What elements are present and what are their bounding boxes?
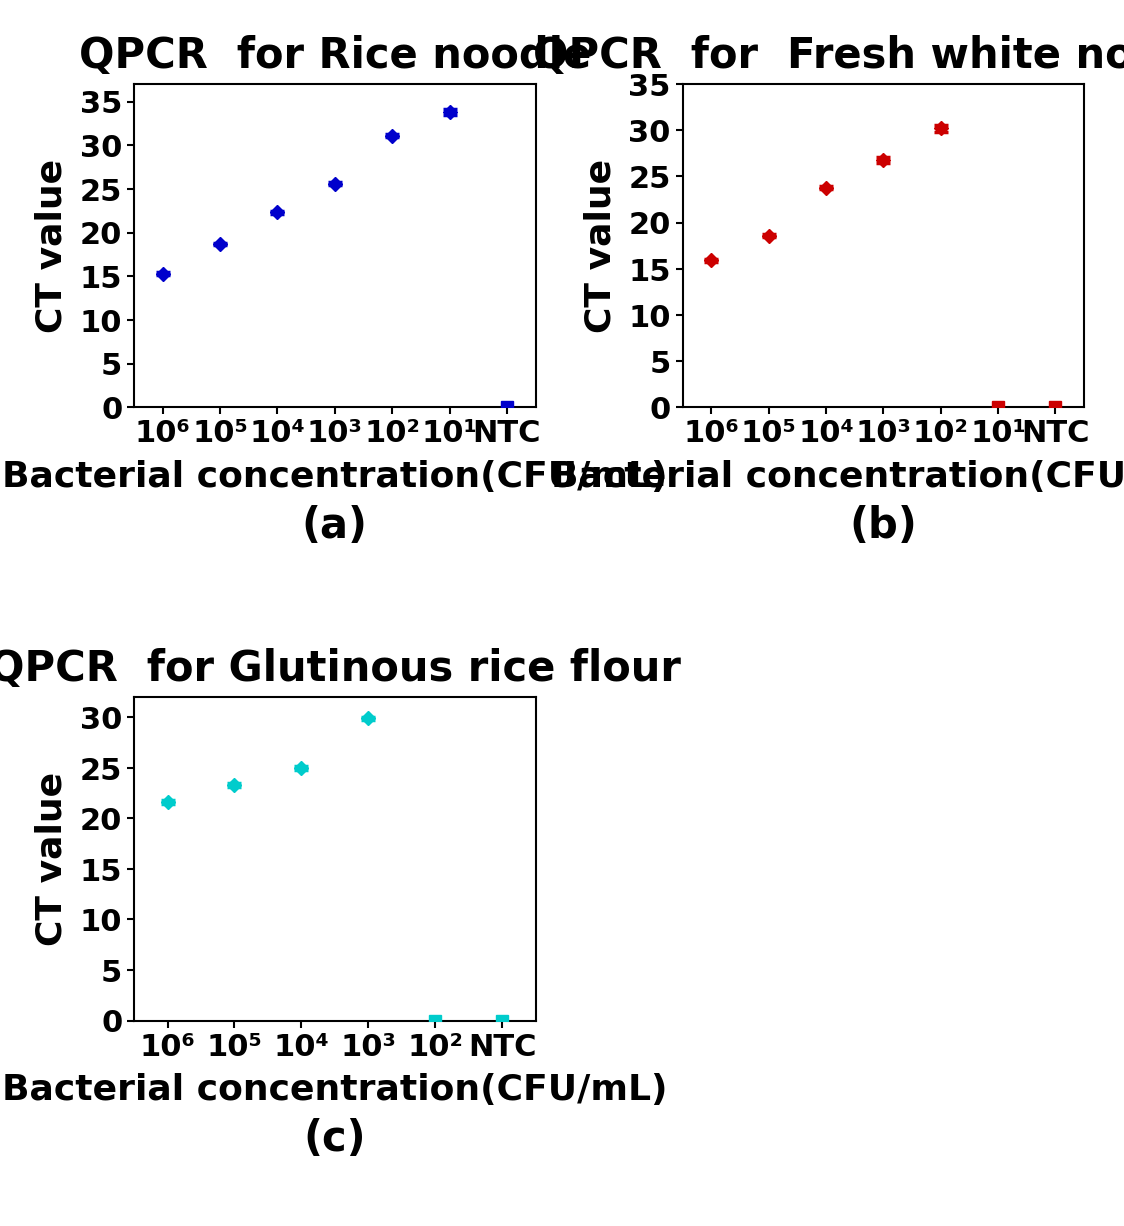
X-axis label: Bacterial concentration(CFU/mL): Bacterial concentration(CFU/mL) <box>2 1073 668 1106</box>
Y-axis label: CT value: CT value <box>35 772 69 946</box>
Title: QPCR  for Glutinous rice flour: QPCR for Glutinous rice flour <box>0 647 680 690</box>
X-axis label: Bacterial concentration(CFU/mL): Bacterial concentration(CFU/mL) <box>551 460 1124 493</box>
Y-axis label: CT value: CT value <box>583 159 617 333</box>
X-axis label: Bacterial concentration(CFU/mL): Bacterial concentration(CFU/mL) <box>2 460 668 493</box>
Text: (b): (b) <box>849 505 917 547</box>
Text: (a): (a) <box>301 505 368 547</box>
Text: (c): (c) <box>303 1118 366 1160</box>
Title: QPCR  for Rice noodle: QPCR for Rice noodle <box>79 34 590 77</box>
Y-axis label: CT value: CT value <box>35 159 69 333</box>
Title: QPCR  for  Fresh white noodle: QPCR for Fresh white noodle <box>533 34 1124 77</box>
